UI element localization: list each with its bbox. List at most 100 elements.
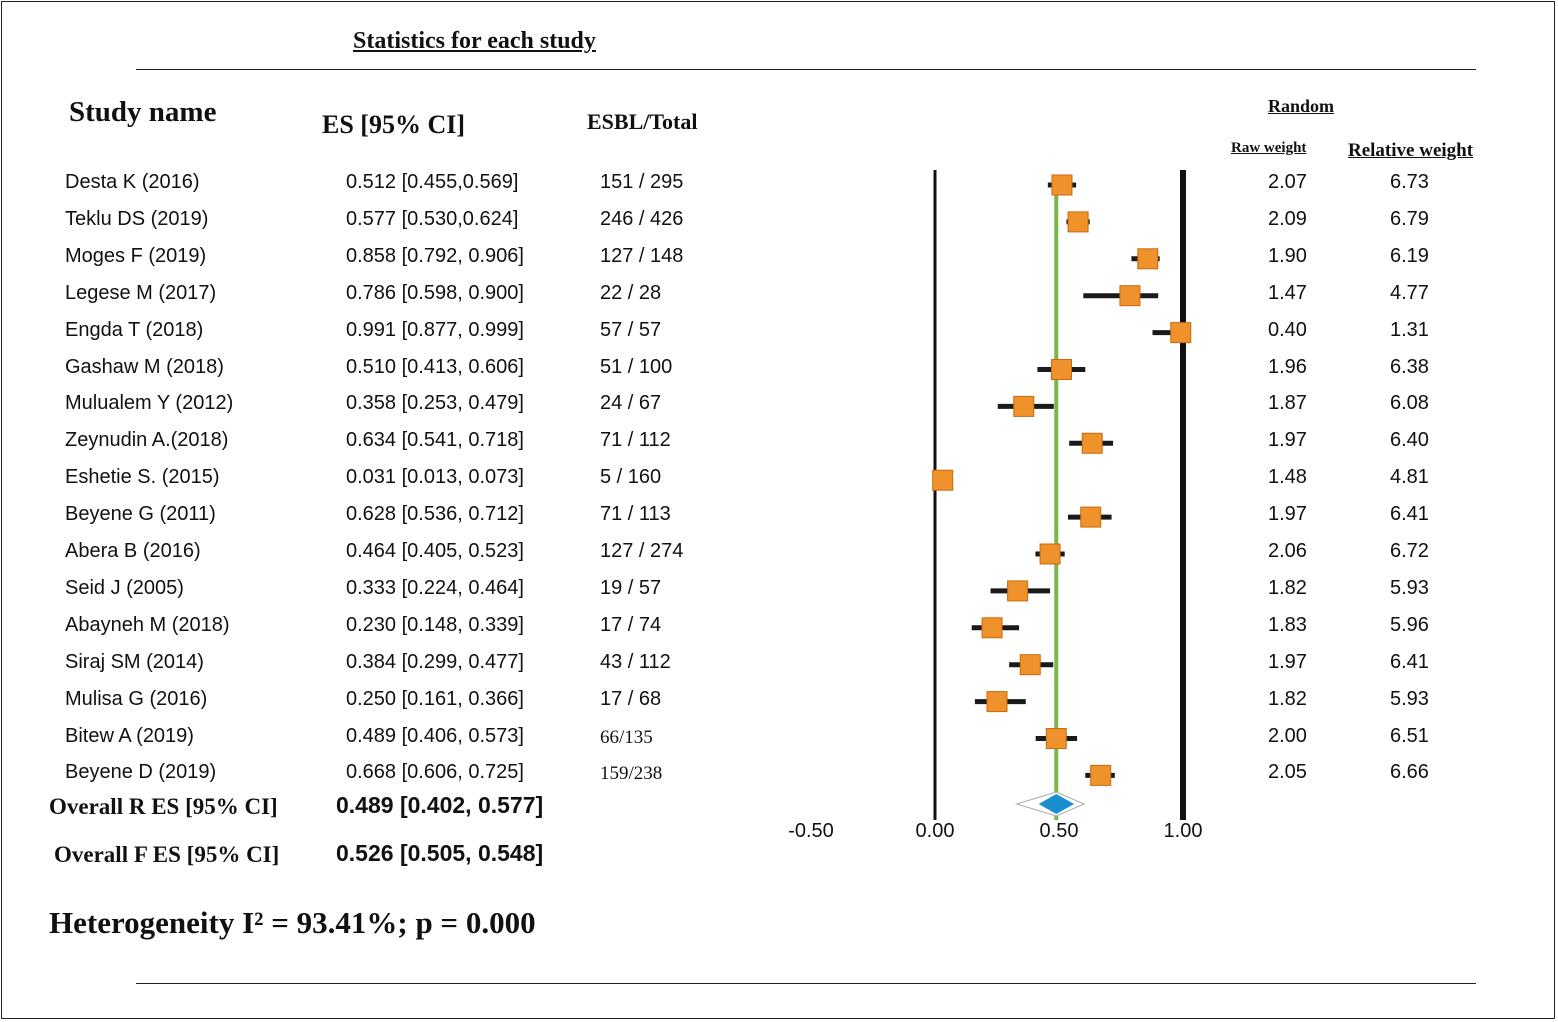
table-row: Gashaw M (2018) 0.510 [0.413, 0.606] 51 / …	[0, 356, 1558, 386]
raw-weight-cell: 1.48	[1268, 466, 1307, 489]
relative-weight-cell: 6.41	[1390, 650, 1429, 673]
header-study-name: Study name	[69, 96, 217, 128]
es-ci-cell: 0.230 [0.148, 0.339]	[346, 613, 524, 636]
es-ci-cell: 0.510 [0.413, 0.606]	[346, 355, 524, 378]
x-tick-label: 1.00	[1164, 820, 1203, 842]
effect-size-square	[1039, 543, 1061, 565]
study-name-cell: Legese M (2017)	[65, 281, 217, 304]
header-raw-weight: Raw weight	[1231, 140, 1307, 156]
es-ci-cell: 0.031 [0.013, 0.073]	[346, 466, 524, 489]
header-es: ES [95% CI]	[322, 110, 466, 139]
raw-weight-cell: 1.47	[1268, 281, 1307, 304]
raw-weight-cell: 0.40	[1268, 318, 1307, 341]
esbl-total-cell: 246 / 426	[600, 207, 684, 230]
relative-weight-cell: 4.81	[1390, 466, 1429, 489]
effect-size-square	[1051, 174, 1073, 196]
esbl-total-cell: 22 / 28	[600, 281, 662, 304]
effect-size-square	[1050, 359, 1072, 380]
raw-weight-cell: 1.90	[1268, 244, 1307, 267]
relative-weight-cell: 5.96	[1390, 613, 1429, 636]
raw-weight-cell: 2.07	[1268, 171, 1307, 193]
study-name-cell: Desta K (2016)	[65, 171, 200, 193]
table-row: Moges F (2019) 0.858 [0.792, 0.906] 127 / …	[0, 245, 1558, 275]
overall-f-value: 0.526 [0.505, 0.548]	[336, 840, 544, 866]
es-ci-cell: 0.464 [0.405, 0.523]	[346, 540, 524, 562]
effect-size-square	[1019, 654, 1041, 676]
raw-weight-cell: 2.05	[1268, 761, 1307, 784]
table-row: Abayneh M (2018) 0.230 [0.148, 0.339] 17 /…	[0, 614, 1558, 644]
table-row: Beyene D (2019) 0.668 [0.606, 0.725] 159/2…	[0, 761, 1558, 791]
study-name-cell: Teklu DS (2019)	[65, 207, 209, 230]
esbl-total-cell: 51 / 100	[600, 355, 673, 378]
effect-size-square	[981, 617, 1003, 639]
raw-weight-cell: 1.96	[1268, 355, 1307, 378]
effect-size-square	[1090, 764, 1112, 786]
table-row: Zeynudin A.(2018) 0.634 [0.541, 0.718] 71 …	[0, 429, 1558, 459]
raw-weight-cell: 1.97	[1268, 503, 1307, 526]
overall-f-label: Overall F ES [95% CI]	[54, 842, 280, 867]
study-name-cell: Siraj SM (2014)	[65, 650, 204, 673]
table-row: Abera B (2016) 0.464 [0.405, 0.523] 127 / …	[0, 540, 1558, 570]
bottom-rule	[136, 983, 1476, 984]
relative-weight-cell: 6.40	[1390, 429, 1429, 452]
esbl-total-cell: 71 / 112	[600, 429, 671, 452]
study-name-cell: Moges F (2019)	[65, 244, 207, 267]
relative-weight-cell: 4.77	[1390, 281, 1429, 304]
esbl-total-cell: 127 / 148	[600, 244, 684, 267]
effect-size-square	[1013, 395, 1035, 417]
figure-title: Statistics for each study	[353, 28, 596, 54]
study-name-cell: Beyene G (2011)	[65, 503, 216, 526]
esbl-total-cell: 71 / 113	[600, 503, 671, 526]
header-esbl-total: ESBL/Total	[587, 109, 698, 134]
x-tick-label: 0.50	[1040, 820, 1079, 842]
raw-weight-cell: 2.09	[1268, 207, 1307, 230]
esbl-total-cell: 5 / 160	[600, 466, 662, 489]
raw-weight-cell: 1.97	[1268, 429, 1307, 452]
x-tick-label: -0.50	[788, 820, 834, 842]
effect-size-square	[986, 691, 1008, 713]
es-ci-cell: 0.358 [0.253, 0.479]	[346, 392, 524, 415]
relative-weight-cell: 1.31	[1390, 318, 1429, 341]
es-ci-cell: 0.628 [0.536, 0.712]	[346, 503, 524, 526]
esbl-total-cell: 159/238	[600, 763, 663, 785]
table-row: Mulualem Y (2012) 0.358 [0.253, 0.479] 24 …	[0, 392, 1558, 422]
es-ci-cell: 0.668 [0.606, 0.725]	[346, 761, 524, 784]
forest-plot: -0.50 0.00 0.50 1.00	[788, 170, 1203, 842]
table-row: Desta K (2016) 0.512 [0.455,0.569] 151 / 2…	[0, 171, 1558, 201]
es-ci-cell: 0.786 [0.598, 0.900]	[346, 281, 524, 304]
study-name-cell: Bitew A (2019)	[65, 724, 194, 747]
table-row: Legese M (2017) 0.786 [0.598, 0.900] 22 / …	[0, 282, 1558, 312]
esbl-total-cell: 127 / 274	[600, 540, 684, 562]
effect-size-square	[1119, 285, 1141, 307]
overall-r-label: Overall R ES [95% CI]	[49, 794, 278, 819]
x-tick-label: 0.00	[916, 820, 955, 842]
study-name-cell: Zeynudin A.(2018)	[65, 429, 229, 452]
study-name-cell: Mulisa G (2016)	[65, 687, 208, 710]
relative-weight-cell: 6.41	[1390, 503, 1429, 526]
effect-size-square	[1007, 580, 1029, 602]
raw-weight-cell: 1.97	[1268, 650, 1307, 673]
effect-size-square	[932, 469, 954, 491]
es-ci-cell: 0.489 [0.406, 0.573]	[346, 724, 524, 747]
es-ci-cell: 0.512 [0.455,0.569]	[346, 171, 519, 193]
esbl-total-cell: 43 / 112	[600, 650, 671, 673]
effect-size-square	[1137, 248, 1159, 270]
relative-weight-cell: 5.93	[1390, 687, 1429, 710]
table-row: Teklu DS (2019) 0.577 [0.530,0.624] 246 / …	[0, 208, 1558, 238]
heterogeneity-text: Heterogeneity I² = 93.41%; p = 0.000	[49, 905, 536, 940]
top-rule	[136, 69, 1476, 70]
relative-weight-cell: 6.51	[1390, 724, 1429, 747]
esbl-total-cell: 57 / 57	[600, 318, 662, 341]
relative-weight-cell: 6.79	[1390, 207, 1429, 230]
es-ci-cell: 0.991 [0.877, 0.999]	[346, 318, 524, 341]
raw-weight-cell: 1.87	[1268, 392, 1307, 415]
esbl-total-cell: 66/135	[600, 726, 653, 748]
es-ci-cell: 0.384 [0.299, 0.477]	[346, 650, 524, 673]
study-name-cell: Seid J (2005)	[65, 576, 184, 599]
es-ci-cell: 0.634 [0.541, 0.718]	[346, 429, 524, 452]
study-name-cell: Beyene D (2019)	[65, 761, 217, 784]
effect-size-square	[1170, 322, 1192, 344]
relative-weight-cell: 6.66	[1390, 761, 1429, 784]
table-row: Engda T (2018) 0.991 [0.877, 0.999] 57 / 5…	[0, 319, 1558, 349]
